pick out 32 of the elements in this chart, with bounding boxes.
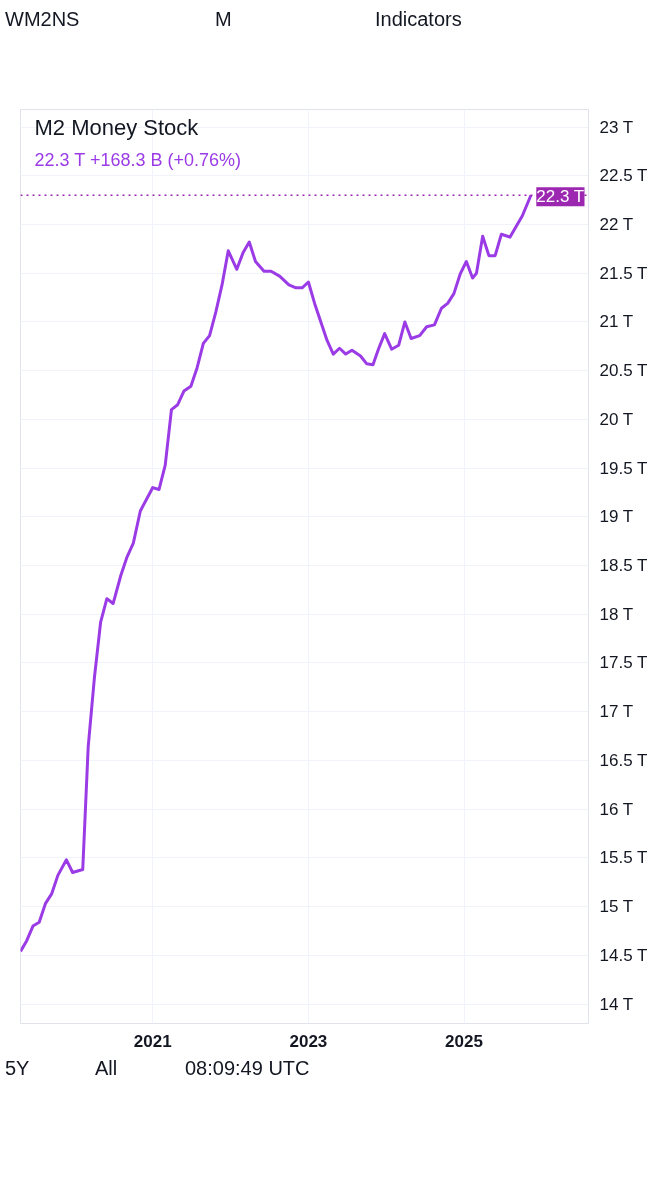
text: WM2NS [5,7,80,32]
y-tick-label: 15.5 T [599,847,648,867]
text: All [95,1055,118,1081]
y-tick-label: 14.5 T [599,945,648,965]
y-tick-label: 18 T [599,604,634,624]
text: 22.3 T +168.3 B (+0.76%) [34,149,241,170]
y-tick-label: 17.5 T [599,653,648,673]
text: 08:09:49 UTC [185,1055,310,1081]
y-tick-label: 14 T [599,994,634,1014]
text: Indicators [375,7,462,32]
y-tick-label: 15 T [599,896,634,916]
y-tick-label: 19 T [599,506,634,526]
x-tick-label: 2025 [445,1031,483,1051]
line-series [20,193,533,953]
y-tick-label: 17 T [599,701,634,721]
y-tick-label: 20 T [599,409,634,429]
y-tick-label: 16 T [599,799,634,819]
x-tick-label: 2021 [133,1031,172,1051]
y-tick-label: 22 T [599,214,634,234]
y-tick-label: 19.5 T [599,458,648,478]
chart-title: M2 Money Stock [34,114,200,140]
y-tick-label: 22.5 T [599,165,648,185]
ref-line-label: 22.3 T [536,186,585,206]
y-tick-label: 21.5 T [599,263,648,283]
y-tick-label: 16.5 T [599,750,648,770]
y-tick-label: 23 T [599,117,634,137]
x-tick-label: 2023 [289,1031,328,1051]
text: M [215,7,232,32]
y-tick-label: 20.5 T [599,360,648,380]
text: 5Y [5,1055,30,1081]
y-tick-label: 18.5 T [599,555,648,575]
y-tick-label: 21 T [599,311,634,331]
